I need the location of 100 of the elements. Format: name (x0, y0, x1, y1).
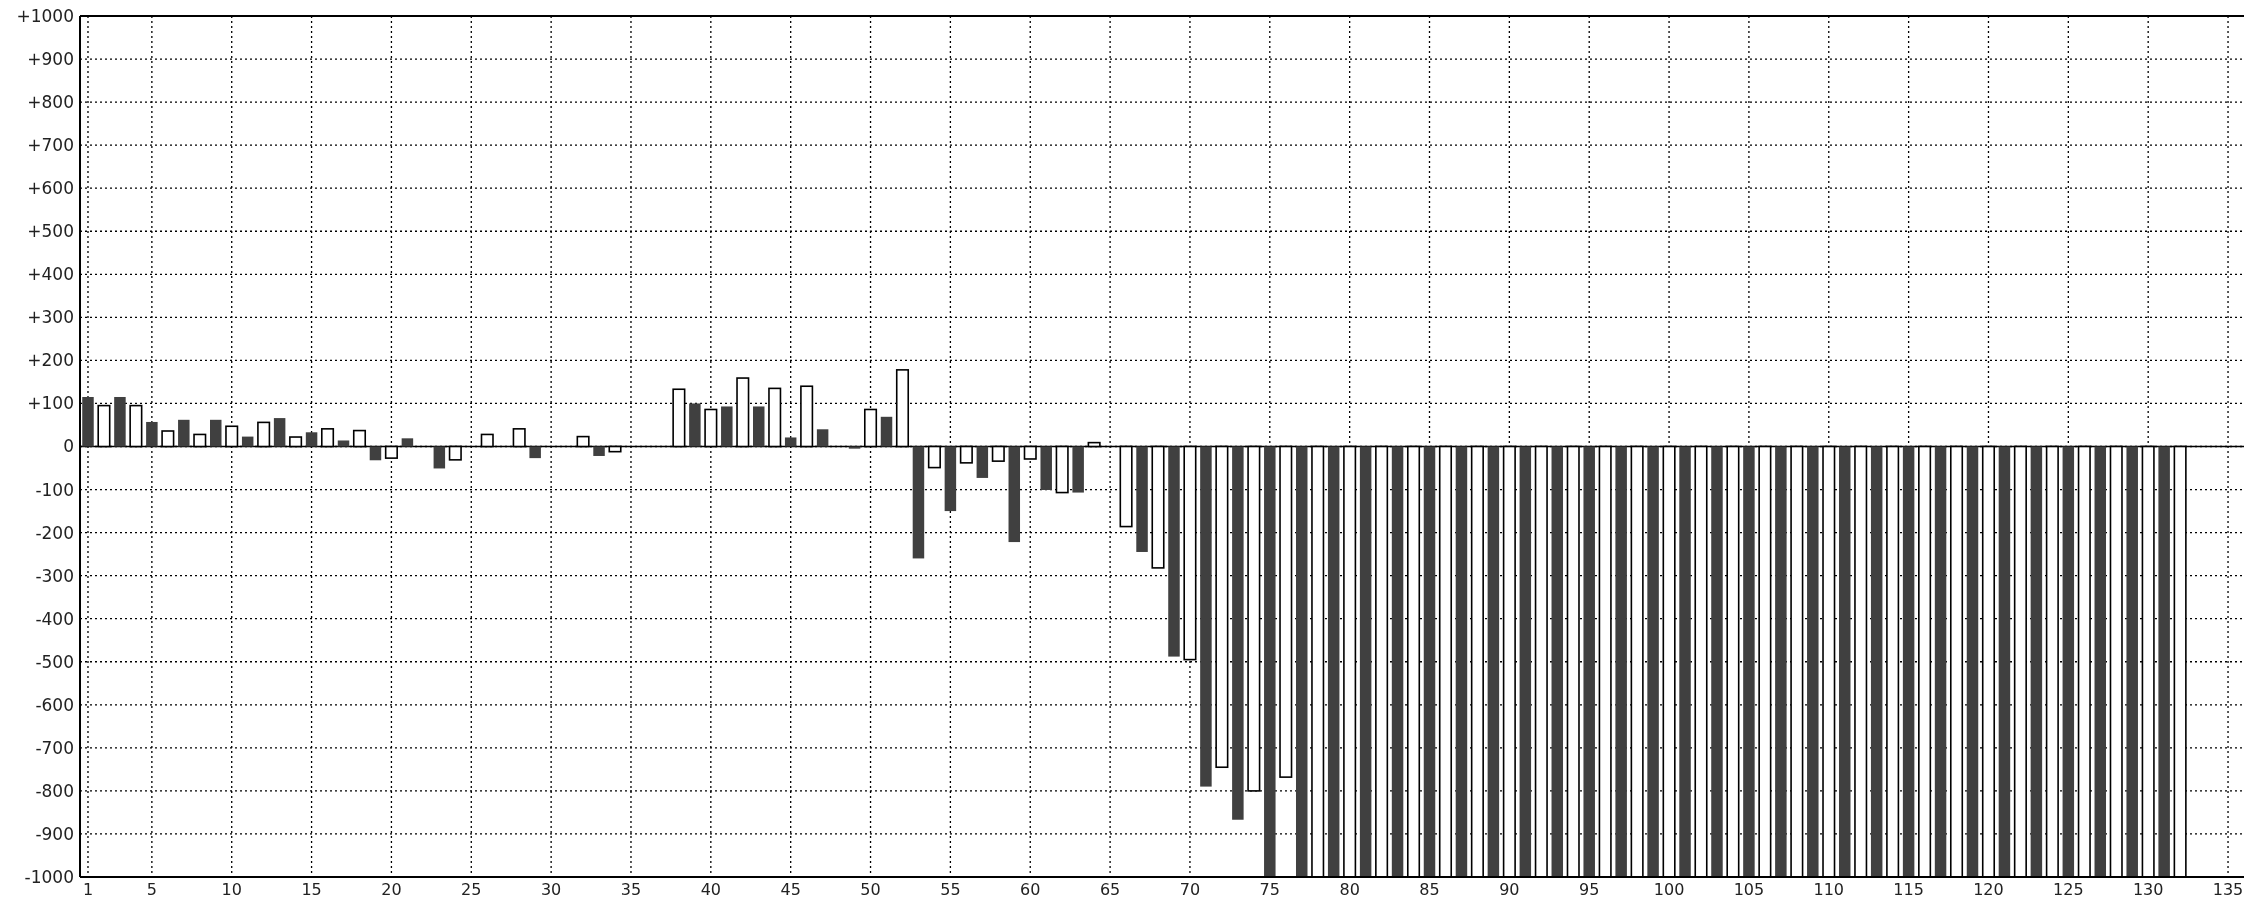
y-tick-label: -800 (35, 780, 74, 801)
bar (337, 440, 350, 447)
y-tick-label: +300 (27, 307, 74, 328)
y-tick-label: +900 (27, 49, 74, 69)
x-tick-label: 115 (1893, 880, 1924, 899)
bar (976, 446, 989, 478)
bar (1807, 446, 1819, 877)
x-tick-label: 10 (221, 880, 242, 899)
x-tick-label: 40 (700, 880, 722, 899)
y-tick-label: +800 (27, 92, 74, 113)
bar (2062, 446, 2075, 877)
x-tick-label: 95 (1579, 880, 1600, 899)
bar (241, 436, 254, 447)
bar (1455, 446, 1468, 877)
y-tick-label: -600 (35, 694, 74, 715)
bar (146, 421, 158, 447)
y-tick-label: -900 (35, 823, 74, 844)
bar (1423, 446, 1436, 877)
x-tick-label: 75 (1259, 880, 1280, 899)
bar (1838, 446, 1851, 877)
bar (1966, 446, 1979, 877)
bar (114, 396, 126, 447)
bar (1391, 446, 1404, 877)
bar (1583, 446, 1595, 877)
bar (1998, 446, 2011, 877)
bar (816, 429, 829, 447)
x-tick-label: 15 (301, 880, 322, 899)
bar (1295, 446, 1308, 877)
bar (178, 419, 190, 447)
bar (433, 446, 446, 469)
bar (1551, 446, 1564, 877)
bar (1072, 446, 1084, 493)
bar (1870, 446, 1883, 877)
x-tick-label: 110 (1813, 880, 1845, 899)
x-tick-label: 35 (620, 880, 642, 899)
y-tick-label: -700 (35, 737, 74, 758)
y-tick-label: +600 (27, 178, 74, 199)
bar (1775, 446, 1787, 877)
y-tick-label: +500 (27, 221, 74, 242)
x-tick-label: 80 (1339, 880, 1360, 899)
bar (2030, 446, 2043, 877)
y-tick-label: -1000 (24, 866, 74, 887)
bar (305, 432, 318, 447)
bar (1168, 446, 1180, 657)
bar (2158, 446, 2170, 877)
y-tick-label: +400 (27, 264, 74, 285)
bar (2094, 446, 2107, 877)
bar (1200, 446, 1212, 787)
bar (273, 418, 286, 447)
x-tick-label: 90 (1499, 880, 1520, 899)
x-tick-label: 120 (1973, 880, 2004, 899)
bar (880, 416, 893, 447)
bar (944, 446, 957, 512)
bar (1647, 446, 1659, 877)
x-tick-label: 70 (1179, 880, 1201, 899)
bar (1519, 446, 1532, 877)
bar (1934, 446, 1947, 877)
bar (1679, 446, 1691, 877)
x-tick-label: 5 (146, 880, 157, 899)
bar (1232, 446, 1244, 820)
bar (689, 403, 701, 447)
x-tick-label: 50 (860, 880, 881, 899)
x-tick-label: 55 (940, 880, 961, 899)
bar (1711, 446, 1723, 877)
bar (2126, 446, 2138, 877)
y-tick-label: +1000 (16, 5, 74, 26)
bar (82, 396, 94, 447)
bar (1615, 446, 1627, 877)
y-tick-label: +200 (27, 350, 74, 371)
x-tick-label: 30 (540, 880, 562, 899)
y-tick-label: +700 (27, 135, 74, 156)
bar (369, 446, 382, 461)
bar (210, 419, 222, 447)
x-tick-label: 105 (1733, 880, 1765, 899)
bar (529, 446, 541, 459)
x-tick-label: 125 (2053, 880, 2084, 899)
y-tick-label: -300 (35, 565, 74, 586)
bar (1743, 446, 1755, 877)
bar (753, 406, 765, 447)
bar (1487, 446, 1500, 877)
bar (1264, 446, 1276, 877)
bar (1040, 446, 1052, 490)
y-tick-label: +100 (27, 393, 74, 414)
x-tick-label: 135 (2212, 880, 2244, 899)
x-tick-label: 130 (2132, 880, 2164, 899)
bar (784, 437, 797, 447)
bar (1136, 446, 1148, 552)
bar (1008, 446, 1021, 543)
x-tick-label: 65 (1099, 880, 1121, 899)
bar (1902, 446, 1915, 877)
bar (721, 406, 733, 447)
y-tick-label: 0 (63, 436, 74, 457)
x-tick-label: 45 (780, 880, 801, 899)
y-tick-label: -100 (35, 479, 74, 500)
bar (1359, 446, 1372, 877)
x-tick-label: 25 (461, 880, 482, 899)
x-tick-label: 60 (1020, 880, 1041, 899)
x-tick-label: 85 (1419, 880, 1440, 899)
y-tick-label: -200 (35, 522, 74, 543)
bar (912, 446, 925, 559)
